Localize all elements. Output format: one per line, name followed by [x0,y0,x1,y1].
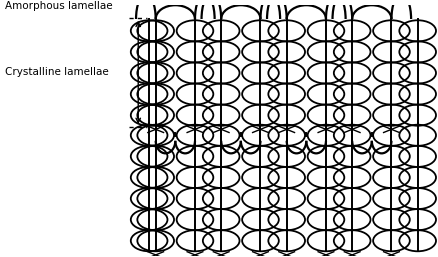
Text: Amorphous lamellae: Amorphous lamellae [5,1,113,11]
Text: Crystalline lamellae: Crystalline lamellae [5,67,109,77]
